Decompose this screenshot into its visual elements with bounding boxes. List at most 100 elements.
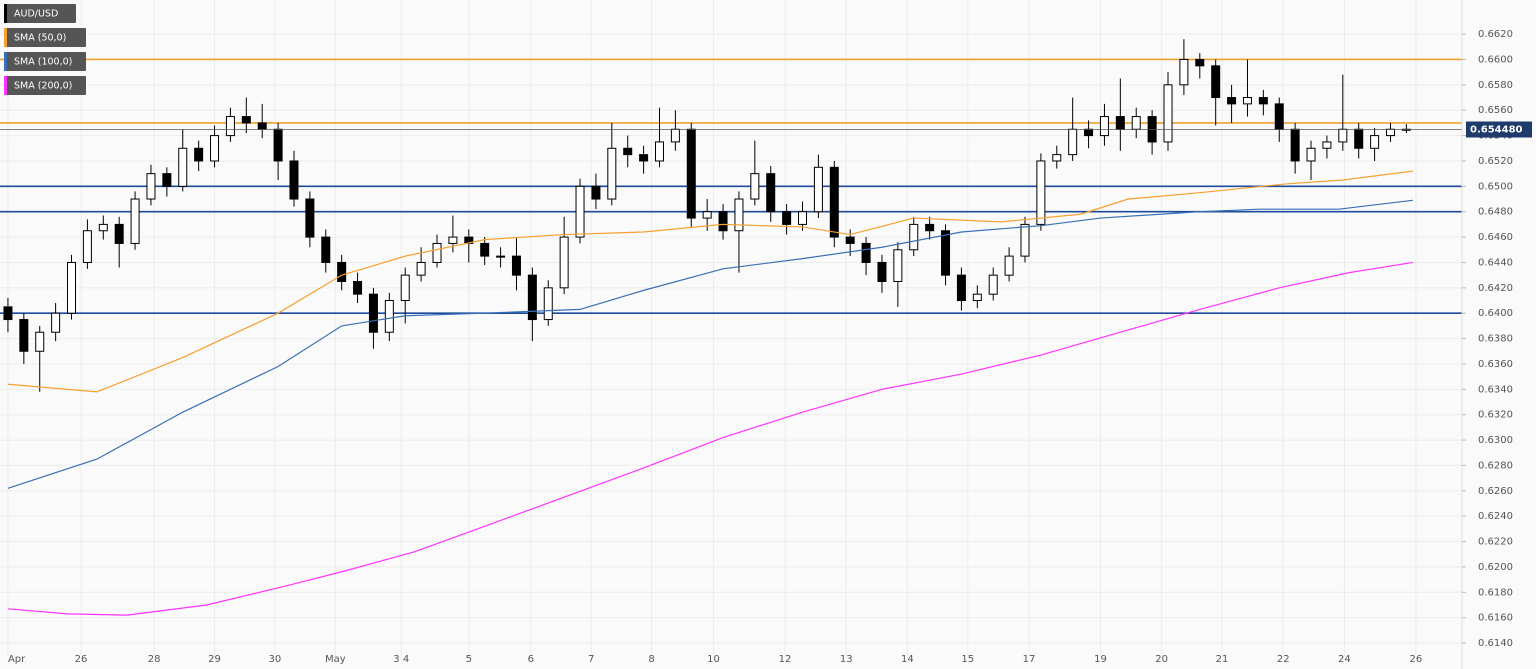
- candle-body: [1242, 97, 1252, 105]
- y-tick-label: 0.6580: [1478, 80, 1513, 91]
- candle-body: [496, 255, 506, 258]
- candle-body: [1179, 58, 1189, 86]
- y-tick-label: 0.6200: [1478, 562, 1513, 573]
- candle-body: [1211, 65, 1221, 99]
- candle-body: [750, 173, 760, 200]
- candle-body: [1258, 97, 1268, 105]
- candle-body: [400, 274, 410, 302]
- candle-body: [98, 223, 108, 232]
- candle-body: [988, 274, 998, 295]
- sma-line: [7, 199, 1413, 489]
- candle-body: [1020, 223, 1030, 257]
- y-tick-label: 0.6180: [1478, 587, 1513, 598]
- candle-body: [591, 185, 601, 200]
- x-tick-label: Apr: [8, 654, 26, 665]
- y-tick-label: 0.6380: [1478, 334, 1513, 345]
- x-tick-label: 19: [1094, 654, 1107, 665]
- y-tick-label: 0.6420: [1478, 283, 1513, 294]
- candle-body: [257, 122, 267, 130]
- candle-body: [146, 173, 156, 200]
- candle-body: [1370, 135, 1380, 149]
- legend-label: SMA (50,0): [14, 33, 66, 44]
- last-price-label: 0.654480: [1470, 125, 1523, 136]
- candle-body: [114, 223, 124, 244]
- candle-body: [1004, 255, 1014, 276]
- candle-body: [654, 141, 664, 162]
- candle-body: [1084, 128, 1094, 137]
- candle-body: [607, 147, 617, 200]
- candle-body: [1306, 147, 1316, 162]
- candle-body: [956, 274, 966, 302]
- y-tick-label: 0.6520: [1478, 156, 1513, 167]
- legend-swatch: [4, 4, 7, 23]
- candle-body: [543, 287, 553, 321]
- candle-body: [1068, 128, 1078, 156]
- x-tick-label: 21: [1216, 654, 1229, 665]
- candle-body: [1274, 103, 1284, 130]
- candle-body: [527, 274, 537, 321]
- candle-body: [353, 280, 363, 295]
- legend-box: [4, 52, 86, 71]
- legend-swatch: [4, 52, 7, 71]
- candle-body: [130, 198, 140, 244]
- y-tick-label: 0.6140: [1478, 638, 1513, 649]
- candle-body: [1036, 160, 1046, 225]
- candle-body: [893, 249, 903, 282]
- x-tick-label: 6: [528, 654, 534, 665]
- candle-body: [1290, 128, 1300, 162]
- candle-body: [1338, 128, 1348, 143]
- y-tick-label: 0.6600: [1478, 54, 1513, 65]
- candle-body: [861, 242, 871, 263]
- legend-swatch: [4, 76, 7, 95]
- x-tick-label: 10: [707, 654, 720, 665]
- candle-body: [702, 211, 712, 219]
- candle-body: [925, 223, 935, 232]
- y-tick-label: 0.6280: [1478, 460, 1513, 471]
- candle-body: [941, 230, 951, 276]
- candle-body: [3, 306, 13, 321]
- candle-body: [798, 211, 808, 225]
- x-tick-label: 3 4: [393, 654, 409, 665]
- candle-body: [448, 236, 458, 244]
- candle-body: [178, 147, 188, 187]
- candle-body: [1385, 128, 1395, 137]
- candle-body: [1227, 97, 1237, 105]
- candle-body: [686, 128, 696, 219]
- candle-body: [639, 154, 649, 162]
- legend-box: [4, 76, 86, 95]
- y-tick-label: 0.6360: [1478, 359, 1513, 370]
- candle-body: [289, 160, 299, 200]
- candle-body: [909, 223, 919, 251]
- candle-body: [972, 293, 982, 302]
- y-tick-label: 0.6160: [1478, 613, 1513, 624]
- y-tick-label: 0.6260: [1478, 486, 1513, 497]
- legend-label: SMA (100,0): [14, 57, 72, 68]
- candle-body: [19, 319, 29, 352]
- legend-swatch: [4, 28, 7, 47]
- sma-line: [7, 261, 1413, 616]
- x-tick-label: 28: [148, 654, 161, 665]
- candle-body: [210, 135, 220, 162]
- y-tick-label: 0.6300: [1478, 435, 1513, 446]
- candle-body: [813, 166, 823, 213]
- candle-body: [782, 211, 792, 225]
- x-tick-label: 26: [1410, 654, 1423, 665]
- candle-body: [416, 261, 426, 276]
- candle-body: [623, 147, 633, 156]
- candle-body: [35, 331, 45, 352]
- y-tick-label: 0.6620: [1478, 29, 1513, 40]
- x-tick-label: 26: [75, 654, 88, 665]
- x-tick-label: 30: [269, 654, 282, 665]
- y-tick-label: 0.6400: [1478, 308, 1513, 319]
- y-tick-label: 0.6560: [1478, 105, 1513, 116]
- candle-body: [321, 236, 331, 263]
- x-tick-label: 17: [1023, 654, 1036, 665]
- y-tick-label: 0.6460: [1478, 232, 1513, 243]
- candle-body: [1195, 58, 1205, 67]
- candle-body: [194, 147, 204, 162]
- plot-area: [0, 0, 1462, 669]
- y-tick-label: 0.6500: [1478, 181, 1513, 192]
- candle-body: [1099, 116, 1109, 137]
- candle-body: [225, 116, 235, 137]
